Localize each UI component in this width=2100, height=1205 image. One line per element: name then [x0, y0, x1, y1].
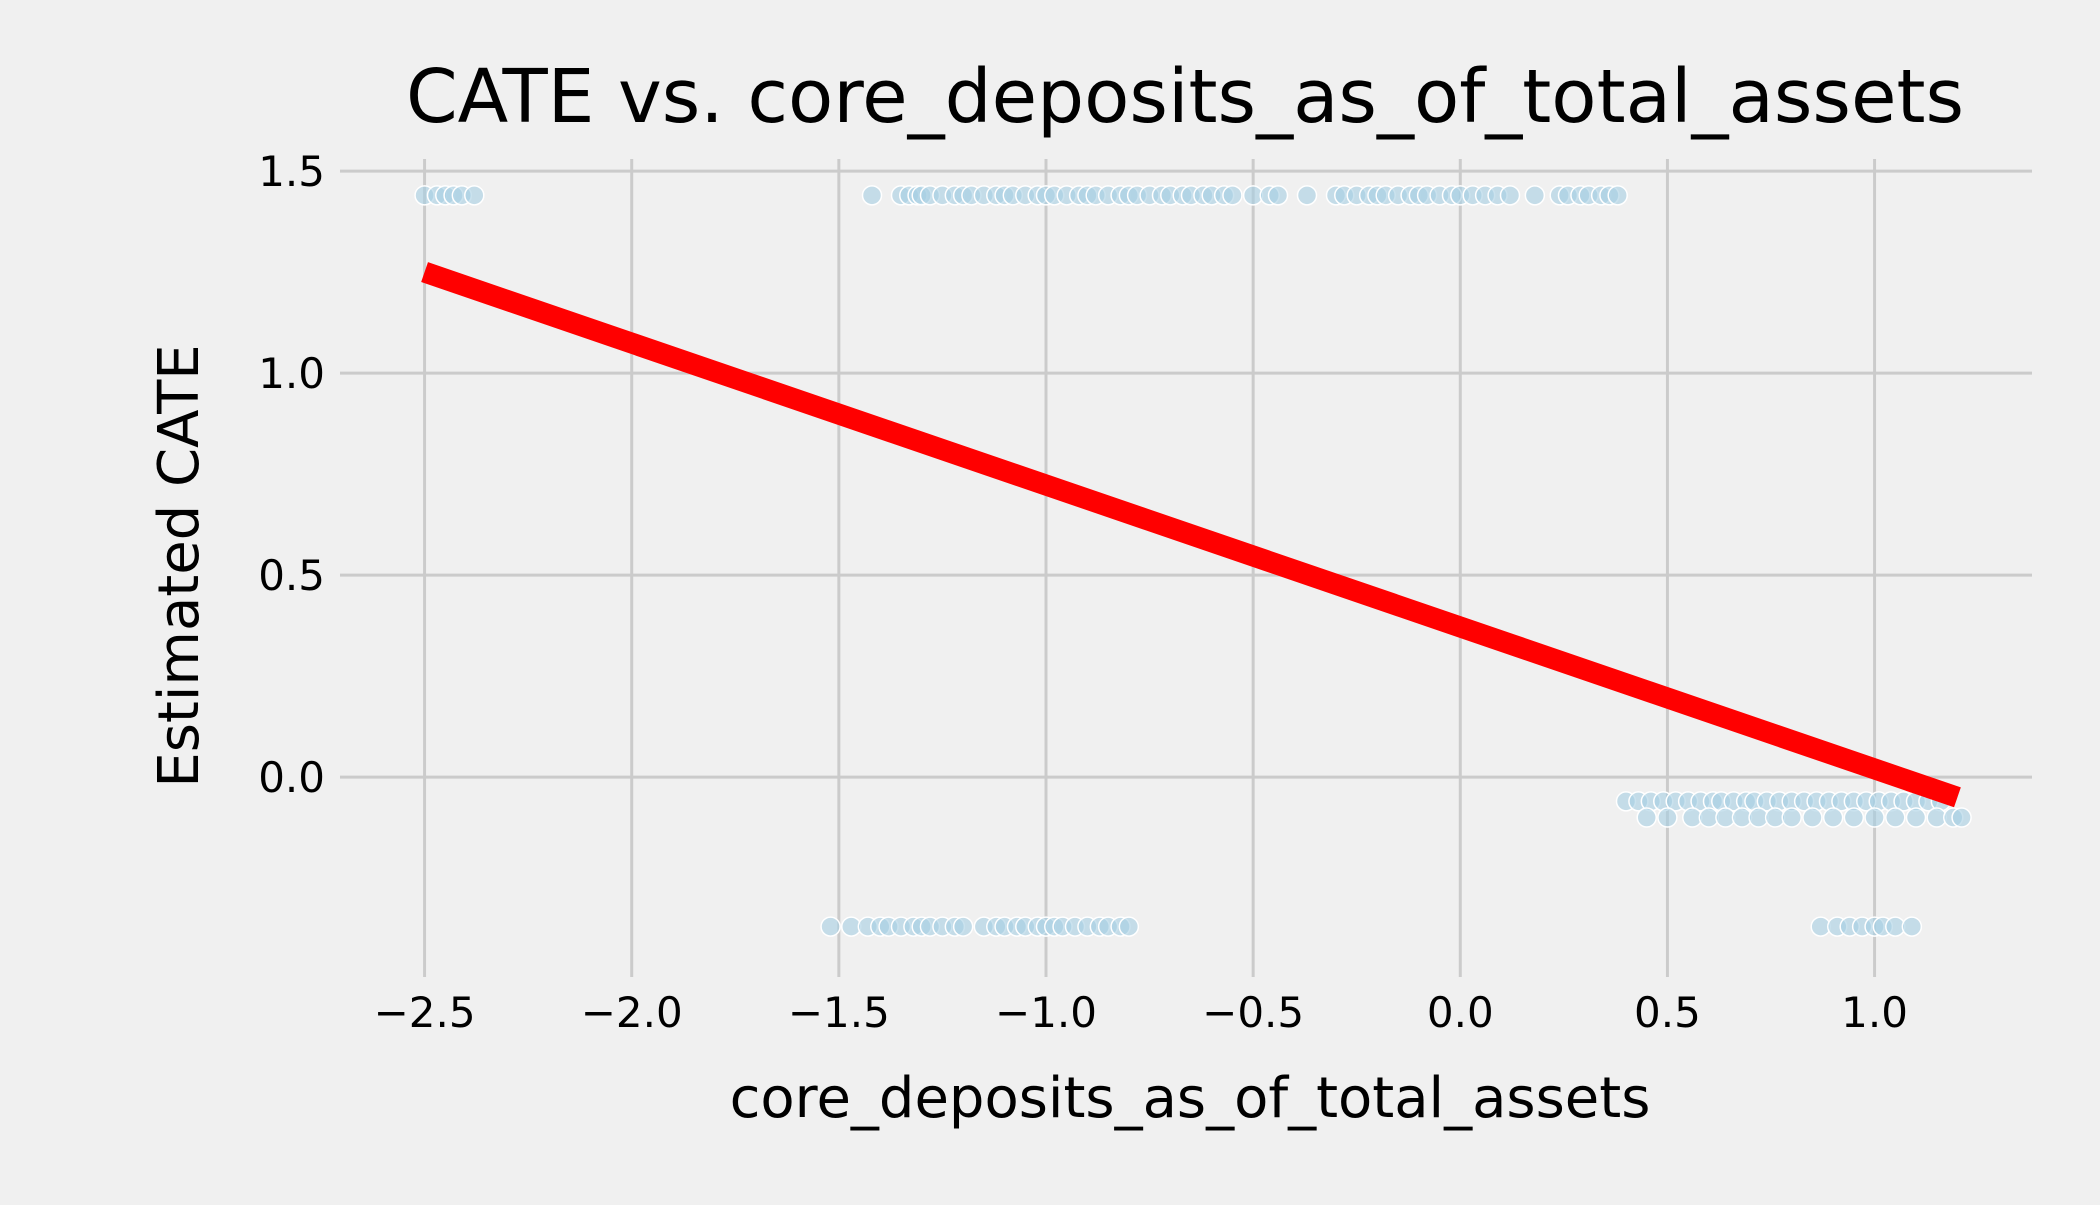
scatter-point [1951, 807, 1972, 828]
scatter-point [861, 185, 883, 206]
x-tick-label: 0.5 [1634, 988, 1701, 1037]
scatter-point [1118, 916, 1140, 937]
x-axis-label: core_deposits_as_of_total_assets [730, 1066, 1651, 1131]
scatter-point [1524, 185, 1546, 206]
scatter-point [1864, 807, 1885, 828]
x-tick-label: −0.5 [1202, 988, 1304, 1037]
scatter-point [1607, 185, 1628, 206]
tick-labels: −2.5 −2.0 −1.5 −1.0 −0.5 0.0 0.5 1.0 0.0 0.5 1.0 1.… [258, 147, 1908, 1037]
scatter-point [1843, 807, 1865, 828]
scatter-point [1657, 807, 1678, 828]
scatter-point [952, 916, 974, 937]
scatter-point [1822, 807, 1844, 828]
y-tick-label: 0.5 [258, 551, 325, 600]
y-tick-label: 1.5 [258, 147, 325, 196]
scatter-point [1905, 807, 1927, 828]
chart-title: CATE vs. core_deposits_as_of_total_asset… [406, 54, 1964, 140]
scatter-point [1781, 807, 1802, 828]
scatter-point [820, 916, 841, 937]
x-tick-label: 0.0 [1427, 988, 1494, 1037]
x-tick-label: 1.0 [1841, 988, 1908, 1037]
scatter-point [1222, 185, 1243, 206]
scatter-point [1636, 807, 1657, 828]
x-tick-label: −1.0 [995, 988, 1097, 1037]
x-tick-label: −1.5 [788, 988, 890, 1037]
scatter-points [414, 185, 1972, 937]
y-tick-label: 0.0 [258, 753, 325, 802]
y-axis-label: Estimated CATE [147, 344, 212, 787]
fit-line [421, 262, 1961, 808]
scatter-point [464, 185, 485, 206]
scatter-point [1499, 185, 1521, 206]
grid [340, 159, 2032, 977]
x-tick-label: −2.5 [374, 988, 476, 1037]
scatter-point [1885, 807, 1906, 828]
x-tick-label: −2.0 [581, 988, 683, 1037]
y-tick-label: 1.0 [258, 349, 325, 398]
fit-line-group [421, 262, 1961, 808]
scatter-point [1267, 185, 1289, 206]
scatter-point [1802, 807, 1823, 828]
scatter-point [1901, 916, 1923, 937]
scatter-point [1296, 185, 1318, 206]
